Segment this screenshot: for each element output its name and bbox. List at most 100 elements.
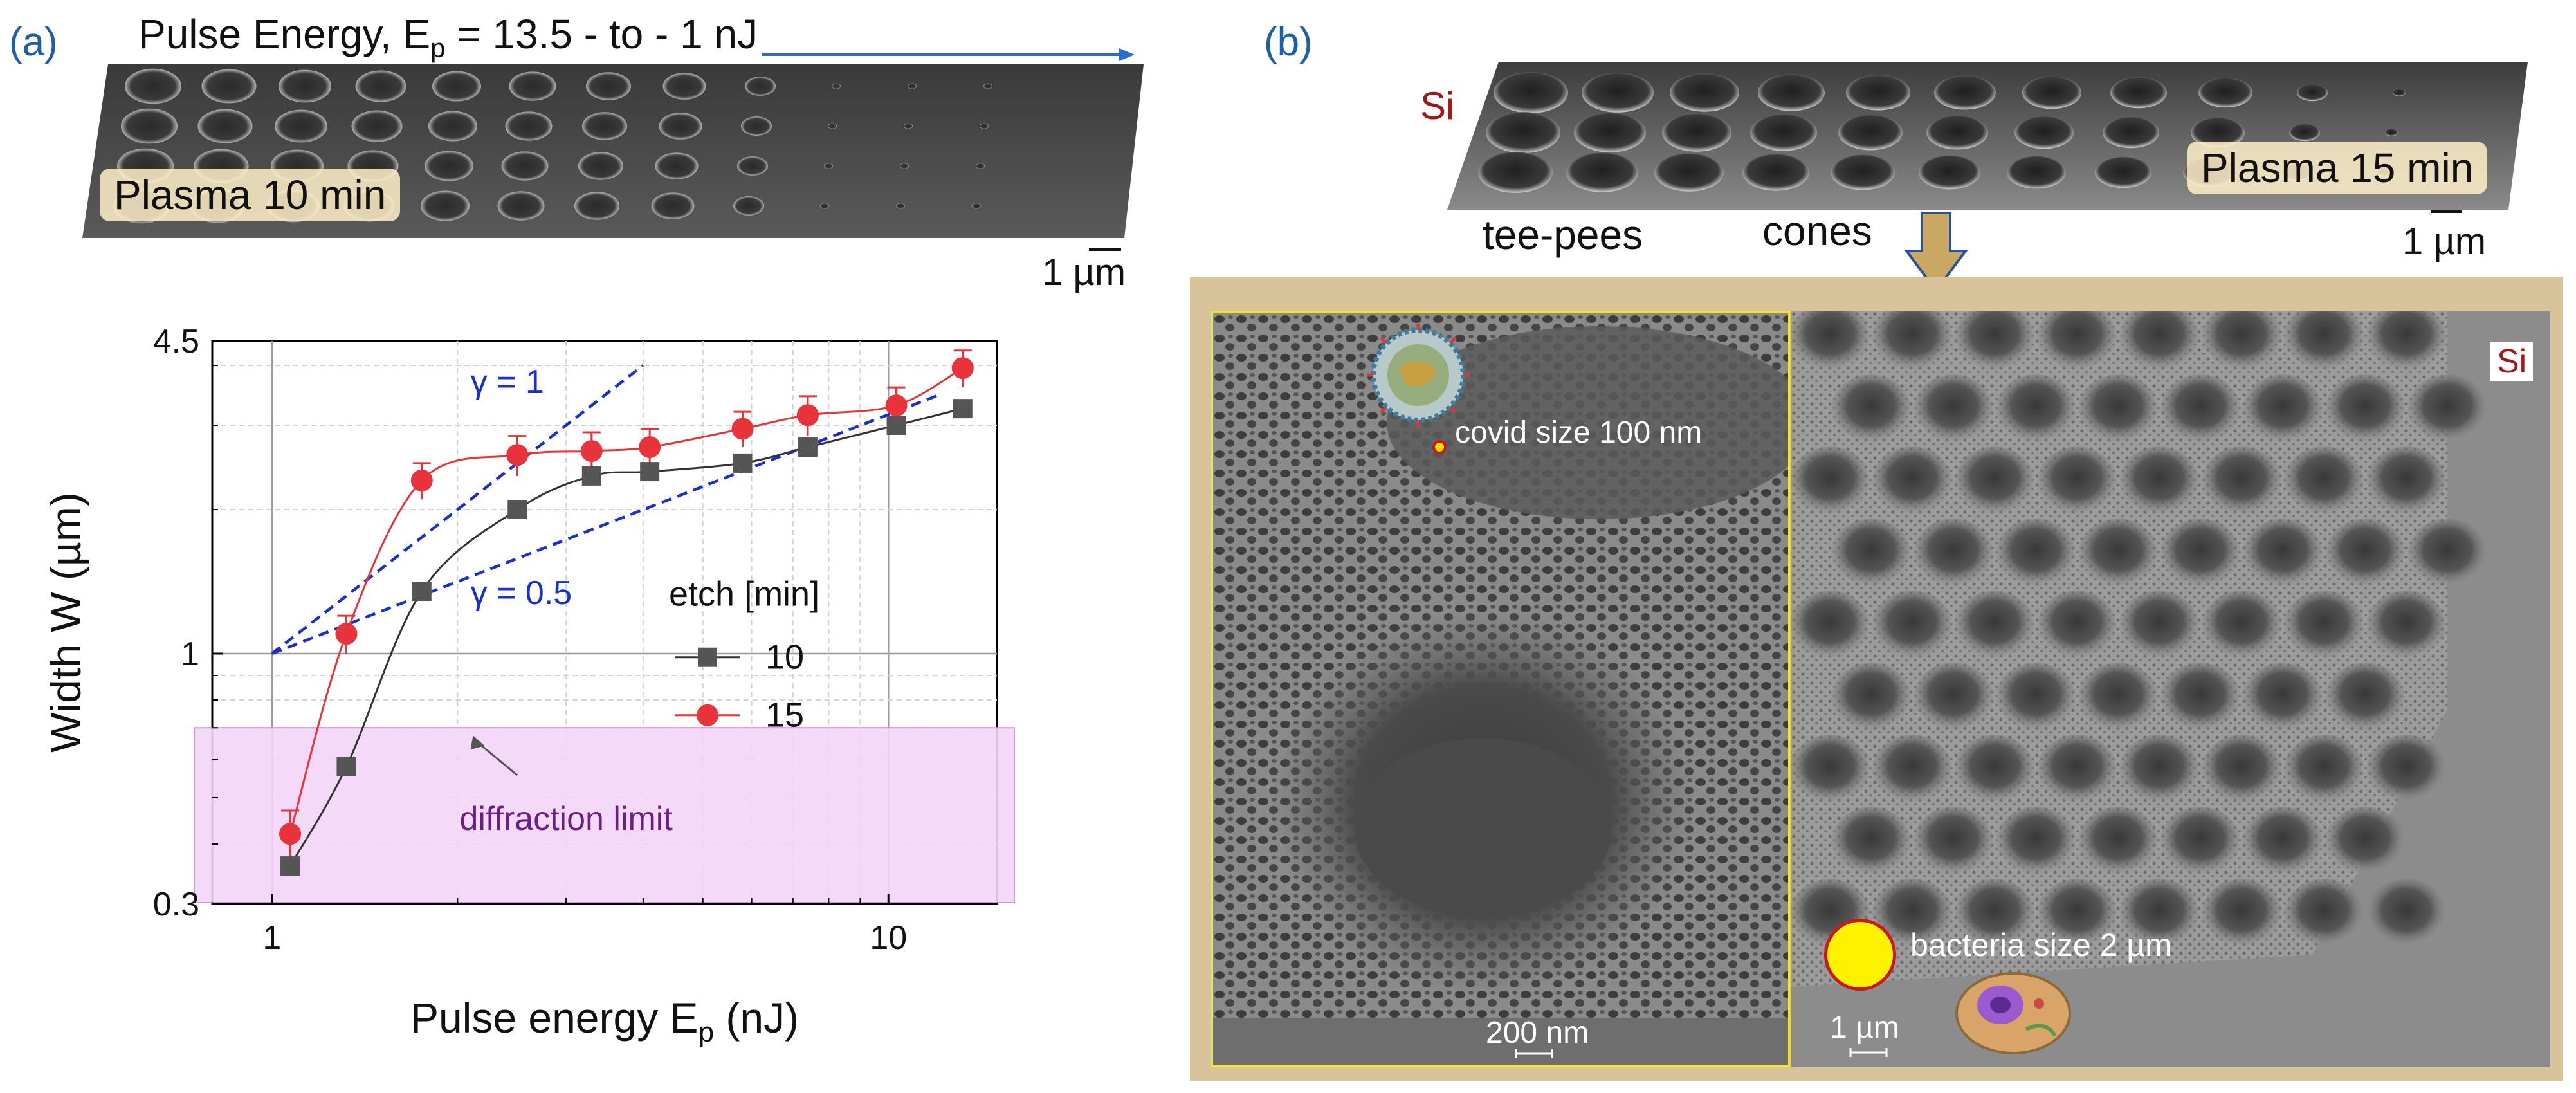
data-point-10min bbox=[280, 856, 300, 876]
fit-line bbox=[271, 394, 938, 656]
panel-a-label: (a) bbox=[9, 20, 58, 64]
cone-pit bbox=[2243, 663, 2323, 732]
cone-pit bbox=[2284, 311, 2364, 372]
legend-label-10: 10 bbox=[765, 638, 804, 677]
cone-pit bbox=[2078, 374, 2158, 444]
pulse-energy-header: Pulse Energy, Ep = 13.5 - to - 1 nJ bbox=[138, 10, 758, 64]
data-point-15min bbox=[506, 444, 529, 466]
fit-line bbox=[271, 364, 644, 655]
sem-hole bbox=[428, 111, 477, 142]
sem-hole bbox=[659, 113, 702, 140]
sem-hole bbox=[904, 123, 913, 129]
sem-hole bbox=[201, 69, 257, 104]
cone-pit bbox=[2407, 374, 2487, 444]
cone-pit bbox=[2119, 735, 2199, 804]
data-point-10min bbox=[507, 500, 527, 520]
scalebar-right-line bbox=[1849, 1048, 1888, 1057]
cone-pit bbox=[2284, 879, 2364, 948]
y-tick-label: 4.5 bbox=[153, 323, 199, 360]
plasma-15min-label: Plasma 15 min bbox=[2187, 142, 2488, 194]
cone-pit bbox=[1791, 591, 1870, 660]
sem-hole bbox=[1654, 153, 1724, 192]
scalebar-top-text: 1 µm bbox=[2402, 221, 2487, 262]
cone-pit bbox=[2243, 807, 2323, 876]
sem-hole bbox=[737, 156, 768, 176]
covid-size-label: covid size 100 nm bbox=[1455, 416, 1703, 450]
sem-hole bbox=[121, 108, 178, 144]
sem-hole bbox=[125, 68, 181, 104]
header-prefix: Pulse Energy, E bbox=[138, 11, 431, 57]
data-point-10min bbox=[798, 437, 818, 457]
teepees-label: tee-pees bbox=[1470, 211, 1656, 259]
data-point-10min bbox=[640, 462, 660, 482]
sem-hole bbox=[983, 83, 992, 89]
cone-pit bbox=[1914, 519, 1993, 588]
sem-hole bbox=[1574, 113, 1646, 152]
sem-hole bbox=[2014, 116, 2074, 149]
cone-pit bbox=[2202, 446, 2281, 516]
cone-pit bbox=[2078, 519, 2158, 588]
sem-cone-array bbox=[1791, 311, 2550, 1067]
cone-pit bbox=[2037, 735, 2117, 804]
cone-pit bbox=[2243, 374, 2323, 444]
cone-pit bbox=[2160, 374, 2240, 444]
cone-pit bbox=[2078, 807, 2158, 876]
scalebar-right-text: 1 µm bbox=[1830, 1011, 1899, 1045]
cone-pit bbox=[2119, 311, 2199, 372]
cone-pit bbox=[1996, 374, 2076, 444]
data-point-10min bbox=[733, 453, 753, 473]
cone-pit bbox=[2119, 591, 2199, 660]
y-tick-label: 0.3 bbox=[153, 886, 199, 923]
legend-marker-10 bbox=[698, 647, 717, 667]
cone-pit bbox=[1996, 807, 2076, 876]
data-point-15min bbox=[279, 823, 302, 845]
legend-marker-15 bbox=[697, 704, 718, 726]
cone-pit bbox=[2037, 446, 2117, 516]
cone-pit bbox=[1914, 374, 1993, 444]
sem-hole bbox=[2103, 116, 2159, 149]
sem-cone-array-graphic bbox=[1791, 311, 2550, 1067]
x-axis-label: Pulse energy Ep (nJ) bbox=[410, 994, 799, 1048]
cone-pit bbox=[2202, 735, 2281, 804]
cone-pit bbox=[1791, 446, 1870, 516]
cone-pit bbox=[2037, 879, 2117, 948]
cone-pit bbox=[1791, 311, 1870, 372]
sem-hole bbox=[501, 151, 549, 181]
sem-hole bbox=[2095, 156, 2151, 188]
cone-pit bbox=[2284, 591, 2364, 660]
legend-label-15: 15 bbox=[765, 696, 804, 735]
virus-icon bbox=[1367, 324, 1470, 428]
cone-pit bbox=[2366, 879, 2446, 948]
scalebar-a-text: 1 µm bbox=[1042, 252, 1126, 293]
cone-pit bbox=[1955, 879, 2034, 948]
zoom-down-arrow bbox=[1904, 212, 1968, 293]
cone-pit bbox=[2119, 879, 2199, 948]
cone-pit bbox=[1872, 735, 1952, 804]
sem-hole bbox=[574, 192, 619, 220]
scalebar-left-text: 200 nm bbox=[1486, 1016, 1589, 1050]
cone-pit bbox=[2202, 311, 2281, 372]
sem-hole bbox=[2385, 129, 2398, 136]
cone-pit bbox=[2284, 446, 2364, 516]
bacteria-size-marker bbox=[1824, 919, 1896, 991]
sem-hole bbox=[1838, 115, 1903, 151]
scalebar-left-line bbox=[1515, 1049, 1553, 1058]
sem-closeup-graphic bbox=[1213, 313, 1788, 1065]
cone-pit bbox=[2202, 879, 2281, 948]
legend-title: etch [min] bbox=[669, 575, 819, 614]
scalebar-top-line bbox=[2431, 210, 2462, 213]
sem-hole bbox=[578, 152, 623, 180]
gamma-05-label: γ = 0.5 bbox=[471, 574, 572, 612]
cone-pit bbox=[1872, 879, 1952, 948]
data-point-15min bbox=[639, 436, 661, 459]
sem-hole bbox=[351, 110, 403, 142]
header-sub: p bbox=[430, 32, 446, 63]
cone-pit bbox=[1831, 807, 1911, 876]
sem-hole bbox=[741, 116, 772, 136]
data-point-15min bbox=[335, 623, 358, 645]
sem-hole bbox=[1742, 154, 1809, 191]
cone-pit bbox=[2325, 374, 2405, 444]
sem-hole bbox=[421, 190, 470, 221]
sem-hole bbox=[1758, 74, 1825, 111]
data-point-10min bbox=[886, 416, 906, 436]
